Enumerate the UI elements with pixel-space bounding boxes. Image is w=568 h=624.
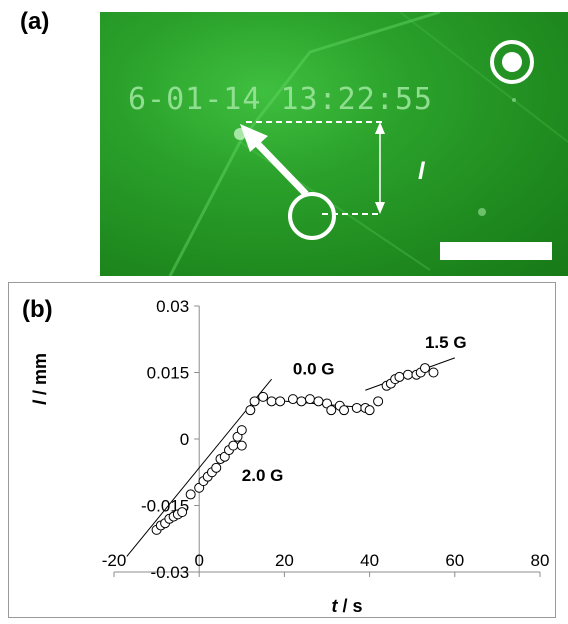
panel-a-label: (a) bbox=[20, 8, 50, 35]
scale-bar bbox=[440, 242, 552, 260]
length-arrow-head-top bbox=[375, 122, 385, 134]
micrograph-overlay bbox=[168, 12, 568, 276]
panel-b-label: (b) bbox=[22, 296, 53, 323]
length-label: l bbox=[418, 158, 425, 185]
micrograph-image bbox=[100, 12, 568, 276]
field-direction-dot-icon bbox=[502, 52, 522, 72]
field-direction-icon bbox=[490, 40, 534, 84]
particle bbox=[512, 98, 516, 102]
particle bbox=[478, 208, 486, 216]
pointer-arrow bbox=[249, 135, 309, 197]
crystal-edge-left bbox=[168, 12, 441, 276]
timestamp-overlay: 6-01-14 13:22:55 bbox=[128, 82, 433, 117]
crystal-edge-right bbox=[399, 12, 568, 143]
pointer-arrow-head bbox=[240, 124, 268, 152]
length-arrow-head-bottom bbox=[375, 202, 385, 214]
crystal-edge-lower bbox=[239, 141, 431, 271]
marker-circle bbox=[288, 192, 336, 240]
chart-frame bbox=[8, 282, 556, 618]
